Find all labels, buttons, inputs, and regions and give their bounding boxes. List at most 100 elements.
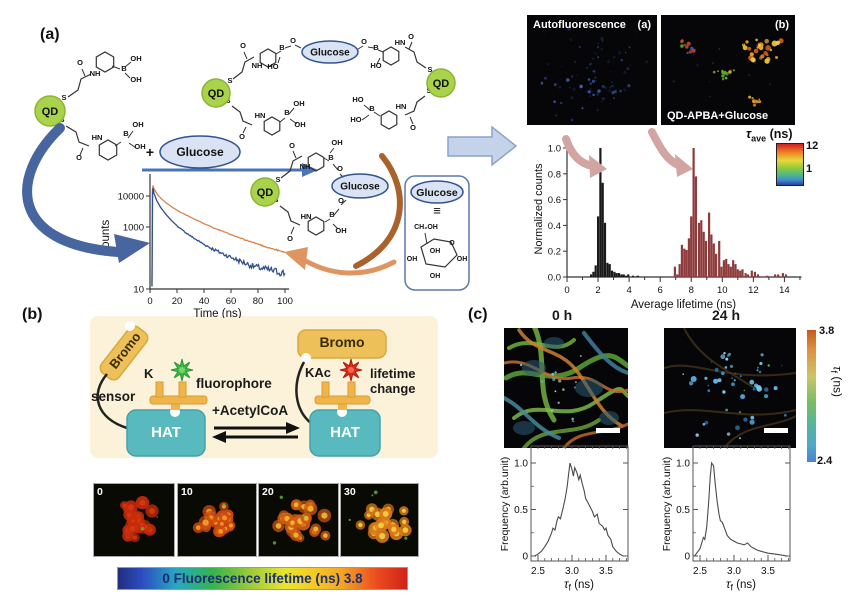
tau-symbol: τ — [746, 127, 752, 141]
svg-text:HN: HN — [396, 102, 407, 111]
svg-text:3.5: 3.5 — [599, 566, 613, 577]
frequency-plot-svg: 2.5 3.0 3.5 0 0.5 1.0 τf (ns) Frequency (arb.un… — [661, 445, 791, 593]
svg-text:O: O — [337, 164, 343, 173]
svg-text:Counts: Counts — [100, 220, 112, 257]
sensor-linker-right — [295, 361, 313, 425]
svg-text:OH: OH — [430, 273, 441, 280]
svg-text:O: O — [361, 37, 367, 46]
glucose-ellipse: Glucose — [159, 135, 241, 169]
cell-image-30: 30 — [340, 483, 419, 557]
svg-text:14: 14 — [779, 285, 790, 296]
sensor-label: sensor — [91, 389, 136, 404]
svg-text:0.2: 0.2 — [548, 247, 561, 258]
cells-0h-network — [504, 328, 628, 448]
svg-text:Frequency (arb.unit): Frequency (arb.unit) — [661, 457, 673, 552]
svg-text:B: B — [328, 153, 334, 162]
lifetime-change-line2: change — [370, 381, 416, 396]
svg-text:O: O — [77, 58, 83, 67]
svg-text:Glucose: Glucose — [310, 48, 350, 59]
svg-text:QD: QD — [433, 78, 450, 90]
cell-blobs-30 — [348, 490, 412, 543]
svg-text:O: O — [76, 153, 82, 162]
svg-text:HO: HO — [350, 115, 361, 124]
svg-text:8: 8 — [689, 285, 694, 296]
glucose-ellipse: Glucose — [301, 40, 359, 64]
histogram-series — [673, 148, 788, 278]
image-caption: QD-APBA+Glucose — [667, 110, 769, 122]
svg-text:O: O — [289, 141, 295, 150]
svg-text:OH: OH — [134, 142, 145, 151]
svg-text:OH: OH — [457, 256, 468, 263]
svg-text:HO: HO — [370, 61, 381, 70]
tau-sub: f — [829, 370, 839, 374]
svg-text:20: 20 — [172, 296, 183, 307]
svg-text:OH: OH — [130, 54, 141, 63]
cell-image-0: 0 — [93, 483, 175, 557]
svg-text:QD: QD — [208, 88, 225, 100]
svg-text:0.6: 0.6 — [548, 195, 561, 206]
colorbar-max: 12 — [806, 140, 819, 152]
tau-f-min: 2.4 — [817, 455, 833, 467]
svg-text:QD: QD — [257, 187, 274, 199]
sensor-schematic — [96, 320, 387, 457]
svg-text:2.5: 2.5 — [693, 566, 707, 577]
frame-time-30: 30 — [344, 486, 356, 498]
frequency-plot-svg: 2.5 3.0 3.5 0 0.5 1.0 τf (ns) Frequency (arb.un… — [499, 445, 629, 593]
apba-ligand: SOHNBOHOH — [225, 96, 305, 141]
svg-text:OH: OH — [132, 120, 143, 129]
svg-text:HN: HN — [395, 38, 406, 47]
svg-text:80: 80 — [253, 296, 264, 307]
svg-text:O: O — [410, 123, 416, 132]
svg-text:B: B — [369, 104, 375, 113]
k-label: K — [144, 366, 154, 381]
svg-text:0.4: 0.4 — [548, 221, 561, 232]
svg-text:3.0: 3.0 — [565, 566, 579, 577]
svg-text:O: O — [240, 41, 246, 50]
svg-text:NH: NH — [90, 69, 101, 78]
svg-text:HN: HN — [255, 111, 266, 120]
svg-text:B: B — [121, 64, 127, 73]
time-24h-label: 24 h — [712, 307, 741, 323]
svg-text:NH: NH — [300, 162, 311, 171]
svg-text:10: 10 — [133, 285, 144, 296]
image-title: Autofluorescence — [533, 19, 626, 31]
svg-text:≡: ≡ — [433, 203, 441, 218]
svg-text:O: O — [449, 240, 455, 247]
svg-text:12: 12 — [748, 285, 759, 296]
cell-image-20: 20 — [258, 483, 339, 557]
fluorescence-lifetime-colorbar-text: 0 Fluorescence lifetime (ns) 3.8 — [162, 571, 363, 586]
red-fluorophore-star — [348, 367, 354, 373]
svg-text:HO: HO — [267, 62, 278, 71]
hat-left-label: HAT — [151, 424, 181, 441]
svg-text:OH: OH — [294, 120, 305, 129]
svg-text:Glucose: Glucose — [416, 187, 458, 199]
histogram-svg: 0.0 0.2 0.4 0.6 0.8 1.0 0 2 4 6 8 10 12 14 Average lif… — [533, 142, 802, 311]
cells-24h-dots — [664, 328, 796, 448]
svg-text:OH: OH — [430, 248, 441, 255]
svg-text:0: 0 — [147, 296, 152, 307]
svg-text:+: + — [146, 144, 154, 160]
svg-text:B: B — [284, 108, 290, 117]
histogram-series — [590, 148, 639, 277]
svg-text:OH: OH — [407, 256, 418, 263]
fluorescence-lifetime-colorbar: 0 Fluorescence lifetime (ns) 3.8 — [117, 567, 408, 590]
svg-text:B: B — [279, 43, 285, 52]
svg-text:O: O — [287, 234, 293, 243]
kac-label: KAc — [305, 365, 332, 380]
svg-text:1.0: 1.0 — [676, 459, 690, 470]
apba-ligand: SOHNBHOHO — [350, 86, 431, 132]
tau-f-max: 3.8 — [819, 325, 835, 337]
svg-text:0: 0 — [522, 552, 528, 563]
svg-text:10000: 10000 — [118, 192, 144, 203]
svg-text:4: 4 — [626, 285, 631, 296]
image-corner-a: (a) — [637, 19, 651, 31]
svg-text:B: B — [373, 43, 379, 52]
scale-bar — [764, 428, 788, 433]
svg-text:10: 10 — [717, 285, 728, 296]
svg-text:40: 40 — [199, 296, 210, 307]
frequency-curve — [694, 461, 788, 557]
apba-ligand: S O NH BOH OH — [61, 51, 142, 102]
